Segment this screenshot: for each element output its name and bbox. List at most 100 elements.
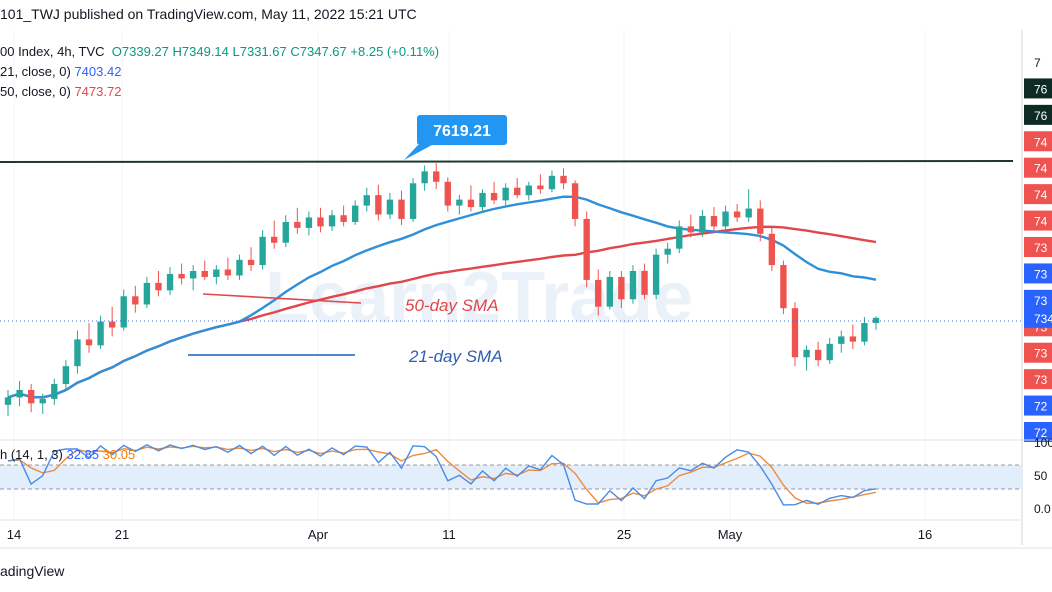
candle-body: [294, 221, 301, 228]
stoch-axis-label: 100: [1034, 436, 1052, 450]
candle-body: [328, 215, 336, 227]
candle-body: [282, 221, 289, 243]
last-price-label: 734: [1034, 312, 1052, 326]
candle-body: [236, 259, 243, 276]
candle-body: [132, 296, 139, 305]
price-axis[interactable]: 77676747474747373737373737272734: [1021, 30, 1052, 545]
candle-body: [456, 199, 463, 206]
sma50-annotation-line: [202, 293, 362, 304]
candle-body: [814, 349, 822, 361]
candle-body: [595, 279, 602, 307]
candle-body: [826, 343, 833, 361]
candle-body: [699, 215, 706, 233]
price-axis-label-bg: [1024, 78, 1052, 99]
tradingview-logo[interactable]: adingView: [0, 563, 64, 579]
legend-sma21-value: 7403.42: [74, 64, 122, 79]
stochastic-pane[interactable]: h (14, 1, 3) 32.85 30.05 100 50 0.0: [0, 436, 1052, 516]
legend-symbol: 00 Index, 4h, TVC: [0, 44, 105, 59]
price-axis-label: 76: [1034, 82, 1048, 96]
price-axis-label: 7: [1034, 56, 1041, 70]
candle-body: [352, 205, 359, 222]
candle-body: [201, 271, 208, 277]
legend-symbol-row[interactable]: 00 Index, 4h, TVC O7339.27 H7349.14 L733…: [0, 42, 439, 62]
tradingview-logo-text: adingView: [0, 563, 65, 579]
candle-body: [803, 349, 810, 358]
time-axis-label: 25: [617, 527, 631, 542]
candle-body: [490, 192, 498, 201]
stoch-axis-labels: 100 50 0.0: [1034, 436, 1052, 516]
candle-body: [74, 339, 81, 367]
candle-body: [722, 211, 729, 227]
candle-body: [583, 218, 590, 280]
publish-header: 101_TWJ published on TradingView.com, Ma…: [0, 6, 417, 22]
sma21-line[interactable]: [7, 195, 877, 399]
price-axis-label-bg: [1024, 395, 1052, 416]
price-axis-label-bg: [1024, 157, 1052, 178]
candle-body: [271, 236, 278, 243]
price-axis-label: 72: [1034, 400, 1048, 414]
price-axis-label: 72: [1034, 426, 1048, 440]
candle-body: [652, 254, 660, 295]
candle-body: [676, 226, 683, 249]
price-axis-label-bg: [1024, 210, 1052, 231]
chart-legend: 00 Index, 4h, TVC O7339.27 H7349.14 L733…: [0, 42, 439, 102]
price-axis-label: 74: [1034, 215, 1048, 229]
candle-body: [108, 321, 116, 328]
time-axis-labels: 14 21 Apr 11 25 May 16: [7, 527, 932, 542]
candle-body: [514, 187, 521, 196]
price-axis-labels: 77676747474747373737373737272734: [1024, 56, 1052, 442]
resistance-line[interactable]: [0, 160, 1014, 163]
stoch-k-value: 32.85: [67, 447, 100, 462]
price-axis-label-bg: [1024, 422, 1052, 442]
candle-body: [872, 317, 880, 324]
price-axis-label-bg: [1024, 263, 1052, 284]
price-pane-bg: [0, 30, 1022, 440]
candle-body: [664, 248, 671, 255]
time-axis-label: Apr: [308, 527, 329, 542]
legend-sma50-row[interactable]: 50, close, 0) 7473.72: [0, 82, 439, 102]
price-pane[interactable]: Learn2Trade 50-day SMA 21-day SMA 7619.2…: [0, 30, 1022, 520]
candle-body: [525, 185, 532, 196]
candle-body: [710, 215, 718, 227]
legend-sma50-label: 50, close, 0): [0, 84, 71, 99]
time-axis[interactable]: 14 21 Apr 11 25 May 16: [0, 519, 1022, 542]
candle-body: [62, 366, 70, 385]
candles-group: [4, 163, 880, 416]
stoch-axis-label: 0.0: [1034, 502, 1051, 516]
candle-body: [780, 265, 787, 309]
candle-body: [861, 323, 868, 342]
price-callout-pointer: [404, 145, 432, 160]
candle-body: [618, 276, 625, 300]
price-axis-label-bg: [1024, 289, 1052, 310]
candle-body: [629, 271, 637, 300]
price-callout[interactable]: 7619.21: [404, 115, 507, 160]
candle-body: [213, 269, 220, 277]
candle-body: [409, 183, 417, 219]
candle-body: [317, 217, 324, 227]
candle-body: [51, 384, 58, 399]
price-axis-label: 76: [1034, 109, 1048, 123]
legend-high: H7349.14: [172, 44, 229, 59]
candle-body: [537, 185, 544, 190]
time-axis-label: 14: [7, 527, 21, 542]
price-axis-label-bg: [1024, 184, 1052, 205]
stoch-k-line[interactable]: [7, 444, 877, 506]
legend-open: O7339.27: [111, 44, 169, 59]
sma21-annotation-label: 21-day SMA: [408, 347, 503, 366]
candle-body: [16, 389, 23, 398]
price-axis-label: 73: [1034, 267, 1048, 281]
candle-body: [444, 181, 451, 206]
candle-body: [363, 195, 370, 206]
candle-body: [120, 296, 127, 328]
stoch-legend-name: h (14, 1, 3) 32.85 30.05: [0, 447, 135, 462]
candle-body: [340, 215, 347, 222]
candle-body: [39, 398, 46, 404]
legend-sma21-row[interactable]: 21, close, 0) 7403.42: [0, 62, 439, 82]
candle-body: [606, 276, 613, 307]
legend-low: L7331.67: [232, 44, 287, 59]
legend-close: C7347.67: [290, 44, 347, 59]
candle-body: [757, 208, 764, 234]
candle-body: [247, 259, 255, 266]
candle-body: [791, 308, 799, 358]
